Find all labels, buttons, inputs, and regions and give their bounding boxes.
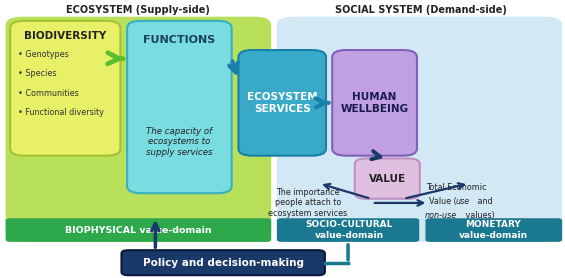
FancyBboxPatch shape — [238, 50, 326, 156]
Text: Total Economic: Total Economic — [426, 183, 487, 192]
Text: SOCIO-CULTURAL
value-domain: SOCIO-CULTURAL value-domain — [306, 220, 393, 240]
Text: FUNCTIONS: FUNCTIONS — [144, 35, 215, 45]
FancyBboxPatch shape — [121, 250, 325, 275]
FancyBboxPatch shape — [127, 21, 232, 193]
Text: ECOSYSTEM
SERVICES: ECOSYSTEM SERVICES — [247, 92, 318, 114]
Text: The importance
people attach to
ecosystem services: The importance people attach to ecosyste… — [268, 188, 347, 218]
Text: ECOSYSTEM (Supply-side): ECOSYSTEM (Supply-side) — [67, 5, 210, 15]
Text: Value (: Value ( — [429, 197, 457, 206]
FancyBboxPatch shape — [277, 17, 562, 242]
FancyBboxPatch shape — [332, 50, 417, 156]
Text: use: use — [455, 197, 470, 206]
Text: SOCIAL SYSTEM (Demand-side): SOCIAL SYSTEM (Demand-side) — [335, 5, 507, 15]
Text: • Species: • Species — [18, 69, 56, 78]
FancyBboxPatch shape — [277, 218, 419, 242]
Text: and: and — [475, 197, 492, 206]
Text: Policy and decision-making: Policy and decision-making — [143, 258, 303, 268]
Text: The capacity of
ecosystems to
supply services: The capacity of ecosystems to supply ser… — [146, 127, 212, 157]
Text: • Communities: • Communities — [18, 89, 79, 98]
Text: • Genotypes: • Genotypes — [18, 50, 69, 59]
FancyBboxPatch shape — [6, 218, 271, 242]
Text: HUMAN
WELLBEING: HUMAN WELLBEING — [341, 92, 408, 114]
Text: BIODIVERSITY: BIODIVERSITY — [24, 31, 106, 41]
Text: non-use: non-use — [424, 211, 457, 220]
Text: MONETARY
value-domain: MONETARY value-domain — [459, 220, 528, 240]
Text: values): values) — [463, 211, 495, 220]
FancyBboxPatch shape — [355, 158, 420, 199]
FancyBboxPatch shape — [10, 21, 120, 156]
Text: VALUE: VALUE — [369, 174, 406, 183]
Text: • Functional diversity: • Functional diversity — [18, 108, 104, 117]
Text: BIOPHYSICAL value-domain: BIOPHYSICAL value-domain — [65, 226, 212, 235]
FancyBboxPatch shape — [425, 218, 562, 242]
FancyBboxPatch shape — [6, 17, 271, 242]
